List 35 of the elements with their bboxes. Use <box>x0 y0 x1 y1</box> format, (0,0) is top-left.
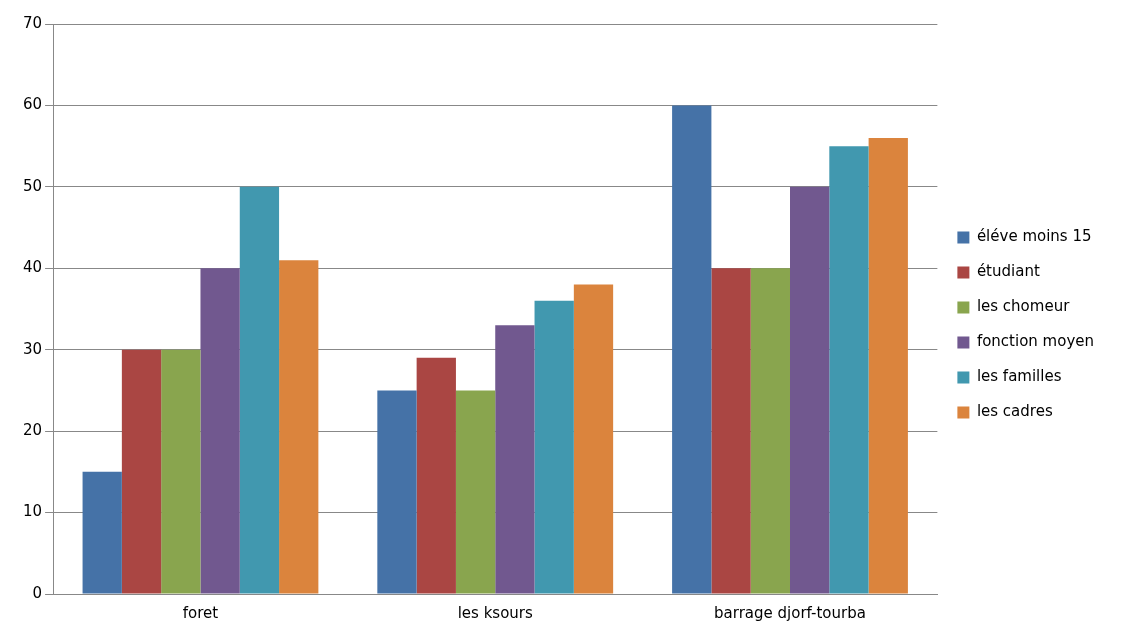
legend-label: fonction moyen <box>976 332 1095 351</box>
legend-label: les familles <box>976 367 1062 386</box>
x-tick-label: les ksours <box>457 603 533 622</box>
bar <box>121 349 162 594</box>
bar <box>534 300 574 594</box>
bar <box>829 146 869 594</box>
y-tick-label: 40 <box>22 258 43 277</box>
x-tick-label: foret <box>182 603 219 622</box>
bar <box>82 471 122 594</box>
y-tick-label: 30 <box>22 339 43 358</box>
bar <box>495 325 535 594</box>
y-tick-label: 60 <box>22 95 43 114</box>
bar <box>239 186 280 594</box>
legend-label: éléve moins 15 <box>976 227 1092 246</box>
bar <box>711 268 751 594</box>
bar <box>455 390 496 594</box>
x-tick-label: barrage djorf-tourba <box>714 603 866 622</box>
legend-label: les cadres <box>976 402 1053 421</box>
bar <box>868 138 908 594</box>
bar <box>200 268 240 594</box>
bar <box>416 357 456 594</box>
legend-label: les chomeur <box>976 297 1071 316</box>
y-tick-label: 0 <box>32 583 43 602</box>
y-tick-label: 20 <box>22 421 43 440</box>
bar <box>161 349 201 594</box>
bar <box>573 284 614 594</box>
bar <box>377 390 417 594</box>
y-tick-label: 50 <box>22 176 43 195</box>
y-tick-label: 10 <box>22 502 43 521</box>
bar <box>672 105 712 594</box>
y-tick-label: 70 <box>22 13 43 32</box>
legend-label: étudiant <box>976 262 1040 281</box>
bar <box>750 268 790 594</box>
bar <box>790 186 830 594</box>
bar <box>279 260 319 594</box>
